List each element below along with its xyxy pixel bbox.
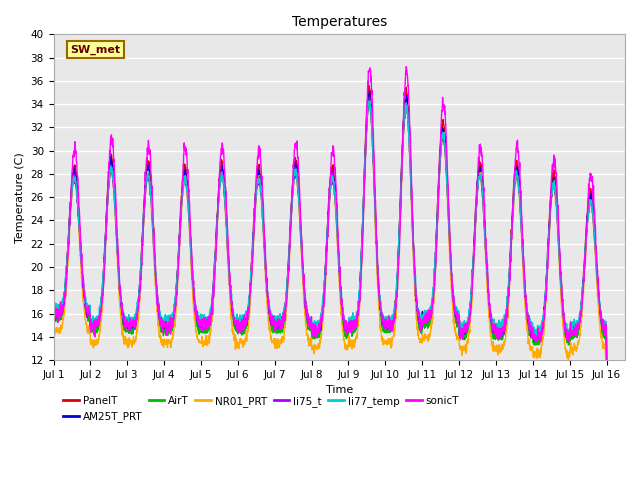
Line: sonicT: sonicT	[54, 67, 607, 360]
Text: SW_met: SW_met	[70, 44, 121, 55]
PanelT	[491, 325, 499, 331]
li75_t	[603, 357, 611, 363]
sonicT	[204, 323, 212, 329]
li77_temp	[358, 242, 366, 248]
NR01_PRT	[204, 341, 212, 347]
NR01_PRT	[491, 347, 499, 353]
NR01_PRT	[570, 348, 577, 353]
sonicT	[603, 357, 611, 363]
Line: NR01_PRT: NR01_PRT	[54, 100, 607, 360]
li77_temp	[491, 324, 499, 330]
sonicT	[358, 258, 366, 264]
AM25T_PRT	[603, 357, 611, 363]
AirT	[554, 228, 562, 234]
li75_t	[554, 231, 562, 237]
sonicT	[403, 64, 410, 70]
sonicT	[554, 203, 562, 208]
AirT	[570, 336, 577, 341]
li75_t	[570, 326, 577, 332]
li75_t	[491, 330, 499, 336]
AM25T_PRT	[346, 318, 354, 324]
NR01_PRT	[346, 336, 354, 342]
AirT	[491, 336, 499, 342]
Line: li75_t: li75_t	[54, 98, 607, 360]
PanelT	[346, 321, 354, 326]
li75_t	[50, 310, 58, 315]
PanelT	[204, 323, 212, 328]
AM25T_PRT	[554, 222, 562, 228]
li75_t	[358, 241, 366, 247]
AirT	[358, 249, 366, 254]
sonicT	[570, 327, 577, 333]
AM25T_PRT	[358, 240, 366, 246]
AirT	[50, 314, 58, 320]
AM25T_PRT	[491, 331, 499, 337]
PanelT	[603, 357, 611, 363]
li77_temp	[603, 357, 611, 363]
AM25T_PRT	[366, 88, 374, 94]
PanelT	[554, 219, 562, 225]
li75_t	[365, 95, 373, 101]
li77_temp	[346, 317, 354, 323]
sonicT	[346, 318, 354, 324]
sonicT	[491, 326, 499, 332]
Line: li77_temp: li77_temp	[54, 101, 607, 360]
sonicT	[50, 307, 58, 313]
X-axis label: Time: Time	[326, 385, 353, 396]
li77_temp	[50, 308, 58, 313]
Line: AirT: AirT	[54, 100, 607, 360]
NR01_PRT	[358, 258, 366, 264]
AirT	[603, 357, 611, 363]
Line: PanelT: PanelT	[54, 85, 607, 360]
AirT	[346, 329, 354, 335]
li77_temp	[366, 98, 374, 104]
Legend: PanelT, AM25T_PRT, AirT, NR01_PRT, li75_t, li77_temp, sonicT: PanelT, AM25T_PRT, AirT, NR01_PRT, li75_…	[59, 392, 463, 427]
li77_temp	[570, 319, 577, 325]
PanelT	[365, 83, 372, 88]
AirT	[204, 326, 212, 332]
Title: Temperatures: Temperatures	[292, 15, 387, 29]
li77_temp	[204, 317, 212, 323]
li77_temp	[554, 225, 562, 231]
AM25T_PRT	[570, 327, 577, 333]
NR01_PRT	[603, 357, 611, 363]
AirT	[365, 97, 373, 103]
PanelT	[358, 240, 366, 245]
AM25T_PRT	[50, 310, 58, 316]
Line: AM25T_PRT: AM25T_PRT	[54, 91, 607, 360]
li75_t	[204, 319, 212, 324]
NR01_PRT	[554, 228, 562, 234]
PanelT	[50, 311, 58, 317]
NR01_PRT	[366, 97, 374, 103]
PanelT	[570, 327, 577, 333]
AM25T_PRT	[204, 321, 212, 327]
NR01_PRT	[50, 331, 58, 336]
li75_t	[346, 320, 354, 326]
Y-axis label: Temperature (C): Temperature (C)	[15, 152, 25, 242]
